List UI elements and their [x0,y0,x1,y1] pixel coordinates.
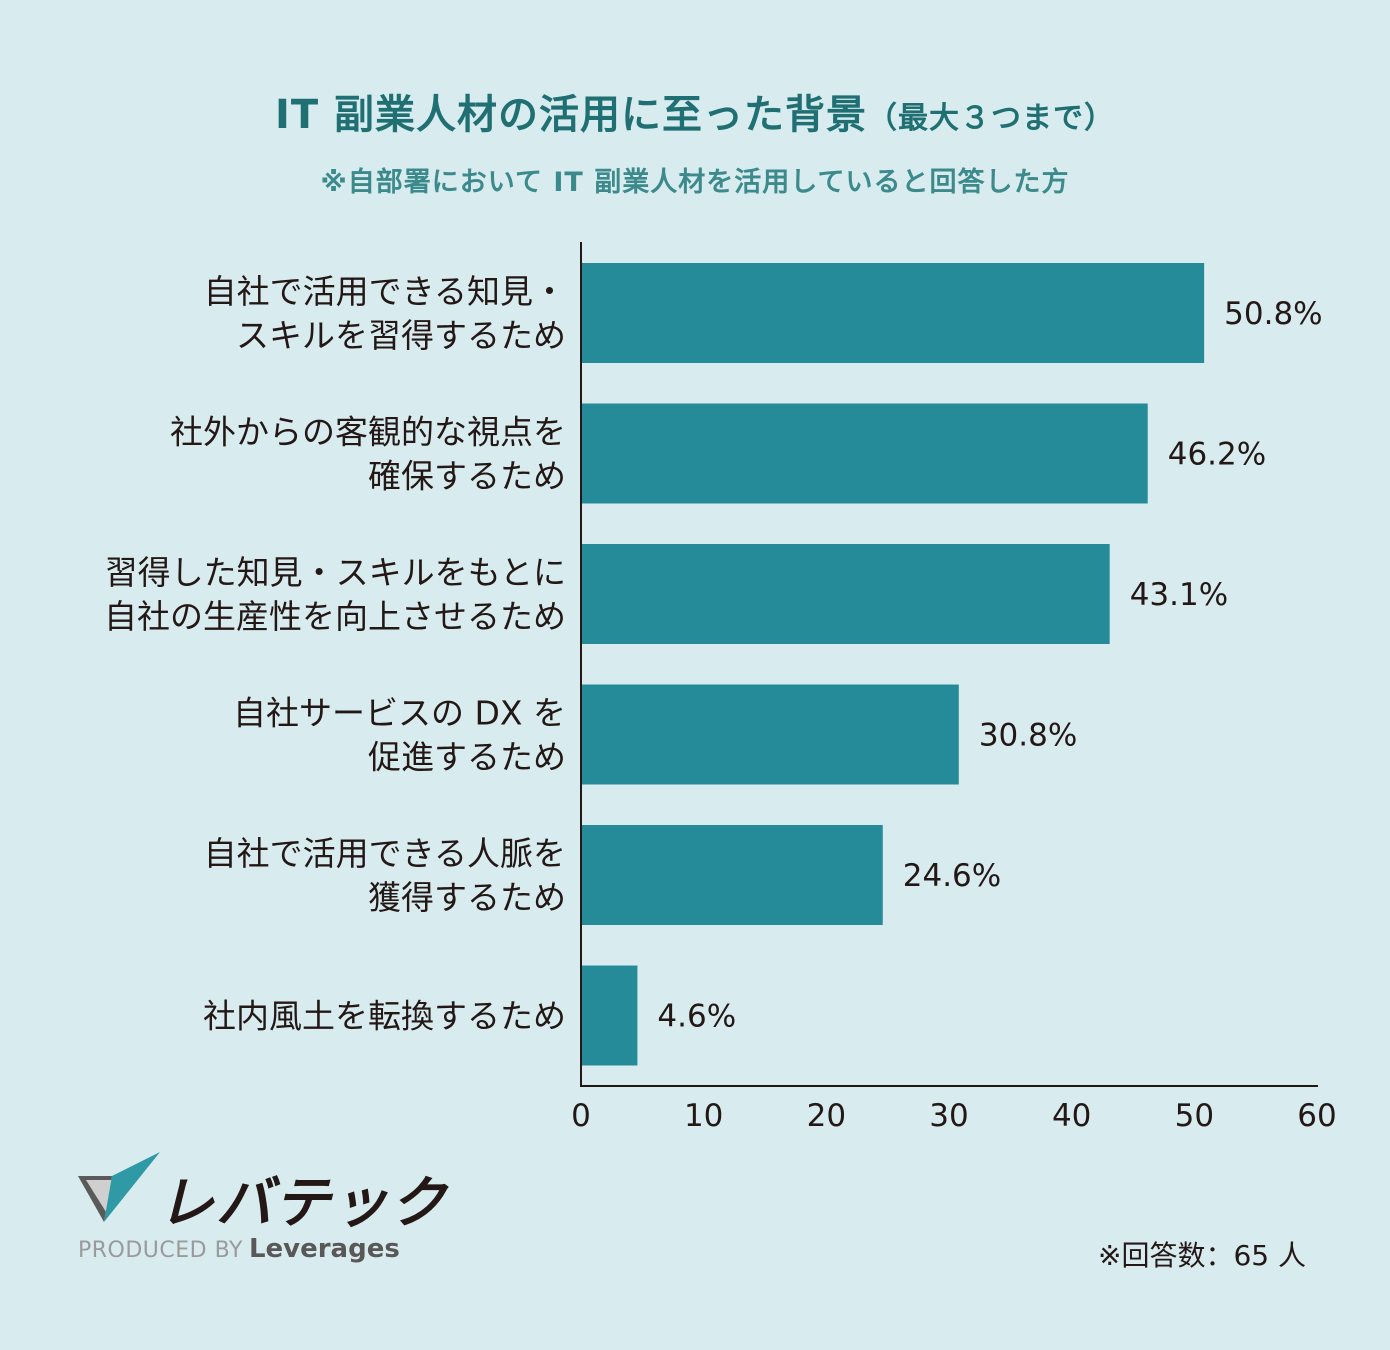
bar-chart: 自社で活用できる知見・スキルを習得するため社外からの客観的な視点を確保するため習… [104,242,1337,1134]
category-label-5-line-2: 獲得するため [368,878,566,917]
x-tick-label-50: 50 [1175,1098,1214,1134]
category-label-3-line-2: 自社の生産性を向上させるため [104,597,566,636]
brand-logo: レバテック PRODUCED BY Leverages [76,1150,446,1270]
value-label-2: 46.2% [1168,437,1266,473]
value-labels: 50.8% 46.2% 43.1% 30.8% 24.6% 4.6% [657,296,1322,1035]
category-label-1-line-2: スキルを習得するため [236,316,566,355]
x-tick-label-0: 0 [571,1098,591,1134]
category-label-5-line-1: 自社で活用できる人脈を [204,834,566,873]
value-label-3: 43.1% [1130,577,1228,613]
chart-title: IT 副業人材の活用に至った背景（最大３つまで） [0,82,1390,140]
category-label-1-line-1: 自社で活用できる知見・ [204,272,566,311]
category-label-4-line-2: 促進するため [368,738,566,777]
bar-4 [581,684,959,785]
category-label-4-line-1: 自社サービスの DX を [233,694,566,733]
respondent-count-note: ※回答数：65 人 [1098,1239,1306,1272]
value-label-1: 50.8% [1224,296,1322,332]
company-name: Leverages [248,1234,400,1264]
bar-5 [581,825,883,925]
bars-group [581,263,1205,1066]
x-tick-label-30: 30 [929,1098,968,1134]
category-label-3-line-1: 習得した知見・スキルをもとに [105,553,566,592]
category-label-6-line-1: 社内風土を転換するため [203,997,566,1036]
bar-2 [581,403,1148,504]
check-mark-icon [78,1152,160,1222]
chart-subtitle: ※自部署において IT 副業人材を活用していると回答した方 [320,167,1070,198]
chart-title-suffix: （最大３つまで） [867,101,1116,136]
x-tick-label-40: 40 [1052,1098,1091,1134]
value-label-4: 30.8% [979,718,1077,754]
category-label-2-line-2: 確保するため [368,457,566,496]
category-labels: 自社で活用できる知見・スキルを習得するため社外からの客観的な視点を確保するため習… [104,272,566,1036]
value-label-5: 24.6% [903,858,1001,894]
x-tick-label-20: 20 [807,1098,846,1134]
category-label-2-line-1: 社外からの客観的な視点を [170,413,566,452]
x-axis-ticks: 0 10 20 30 40 50 60 [571,1098,1337,1134]
value-label-6: 4.6% [657,999,736,1035]
produced-by: PRODUCED BY Leverages [78,1234,400,1264]
logo-text: レバテック [158,1171,448,1236]
bar-3 [581,544,1110,644]
x-tick-label-10: 10 [684,1098,723,1134]
bar-1 [581,263,1205,363]
bar-6 [581,965,638,1066]
produced-by-text: PRODUCED BY [78,1238,243,1263]
chart-title-main: IT 副業人材の活用に至った背景 [274,92,868,138]
x-tick-label-60: 60 [1297,1098,1336,1134]
